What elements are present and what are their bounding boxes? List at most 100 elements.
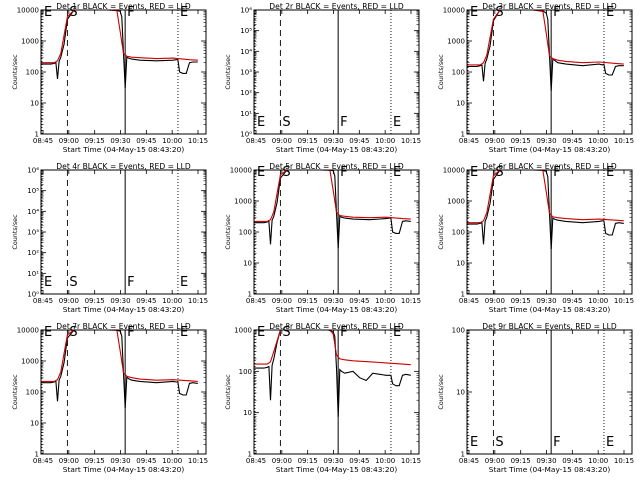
marker-label: E xyxy=(44,5,52,20)
x-tick-label: 09:00 xyxy=(59,457,79,465)
y-tick-label: 10000 xyxy=(443,167,465,175)
y-tick-label: 10² xyxy=(240,89,252,97)
marker-label: F xyxy=(553,165,560,180)
chart-title: Det 4r BLACK = Events, RED = LLD xyxy=(56,162,191,171)
y-axis-label: Counts/sec xyxy=(11,54,19,90)
series-events xyxy=(467,170,624,250)
y-axis-label: Counts/sec xyxy=(224,374,232,410)
marker-label: F xyxy=(340,325,347,340)
y-tick-label: 100 xyxy=(26,69,39,77)
marker-label: E xyxy=(470,435,478,450)
y-tick-label: 10⁰ xyxy=(27,291,39,299)
x-tick-label: 09:30 xyxy=(323,457,343,465)
y-tick-label: 10 xyxy=(30,100,39,108)
chart-panel-9: Det 9r BLACK = Events, RED = LLD 1 10 100 08… xyxy=(437,322,634,474)
marker-label: F xyxy=(340,115,347,130)
x-tick-label: 09:30 xyxy=(323,297,343,305)
y-tick-label: 10⁴ xyxy=(27,208,39,216)
x-tick-label: 08:45 xyxy=(246,457,266,465)
marker-label: E xyxy=(44,325,52,340)
chart-title: Det 2r BLACK = Events, RED = LLD xyxy=(269,2,404,11)
x-tick-label: 08:45 xyxy=(459,297,479,305)
x-tick-label: 09:15 xyxy=(85,457,105,465)
x-tick-label: 09:15 xyxy=(85,297,105,305)
y-tick-label: 1 xyxy=(248,291,252,299)
marker-label: E xyxy=(470,5,478,20)
x-tick-label: 10:00 xyxy=(162,457,182,465)
marker-label: S xyxy=(495,165,503,180)
marker-label: F xyxy=(340,165,347,180)
series-events xyxy=(254,330,411,417)
marker-label: S xyxy=(69,275,77,290)
marker-label: S xyxy=(495,435,503,450)
series-lld xyxy=(254,330,411,366)
y-tick-label: 10² xyxy=(27,249,39,257)
marker-label: E xyxy=(257,325,265,340)
marker-label: E xyxy=(257,115,265,130)
plot-frame xyxy=(253,329,420,455)
series-events xyxy=(467,10,624,91)
x-tick-label: 09:45 xyxy=(349,137,369,145)
x-tick-label: 09:00 xyxy=(272,137,292,145)
marker-label: E xyxy=(180,325,188,340)
y-axis-label: Counts/sec xyxy=(11,374,19,410)
y-tick-label: 1 xyxy=(461,451,465,459)
x-tick-label: 08:45 xyxy=(33,137,53,145)
plot-frame xyxy=(40,169,207,295)
y-tick-label: 100 xyxy=(452,229,465,237)
y-tick-label: 10⁰ xyxy=(240,131,252,139)
chart-panel-5: Det 5r BLACK = Events, RED = LLD 1 10 100 10… xyxy=(224,162,421,314)
y-tick-label: 10⁵ xyxy=(27,187,39,195)
chart-panel-3: Det 3r BLACK = Events, RED = LLD 1 10 100 10… xyxy=(437,2,634,154)
x-axis-label: Start Time (04-May-15 08:43:20) xyxy=(276,145,398,154)
x-tick-label: 10:15 xyxy=(614,457,634,465)
chart-panel-4: Det 4r BLACK = Events, RED = LLD 10⁰ 10¹ 10… xyxy=(11,162,208,314)
y-tick-label: 10 xyxy=(456,389,465,397)
y-tick-label: 1000 xyxy=(447,38,465,46)
y-tick-label: 10¹ xyxy=(240,110,252,118)
x-tick-label: 10:15 xyxy=(188,457,208,465)
x-tick-label: 09:45 xyxy=(562,457,582,465)
x-tick-label: 10:00 xyxy=(162,297,182,305)
x-tick-label: 08:45 xyxy=(459,137,479,145)
y-tick-label: 100 xyxy=(452,69,465,77)
y-tick-label: 100 xyxy=(239,368,252,376)
marker-label: S xyxy=(495,5,503,20)
x-tick-label: 09:15 xyxy=(511,297,531,305)
chart-title: Det 8r BLACK = Events, RED = LLD xyxy=(269,322,404,331)
x-tick-label: 08:45 xyxy=(459,457,479,465)
series-events xyxy=(41,10,198,89)
x-tick-label: 09:30 xyxy=(536,297,556,305)
y-axis-label: Counts/sec xyxy=(437,374,445,410)
y-tick-label: 10 xyxy=(30,420,39,428)
series-lld xyxy=(254,170,411,222)
x-tick-label: 09:30 xyxy=(110,137,130,145)
x-tick-label: 09:00 xyxy=(272,297,292,305)
chart-panel-2: Det 2r BLACK = Events, RED = LLD 10⁰ 10¹ 10… xyxy=(224,2,421,154)
marker-label: F xyxy=(553,5,560,20)
chart-title: Det 9r BLACK = Events, RED = LLD xyxy=(482,322,617,331)
x-tick-label: 09:45 xyxy=(136,457,156,465)
x-tick-label: 09:15 xyxy=(298,297,318,305)
y-tick-label: 1000 xyxy=(21,358,39,366)
chart-panel-1: Det 1r BLACK = Events, RED = LLD 1 10 100 10… xyxy=(11,2,208,154)
marker-label: E xyxy=(606,165,614,180)
series-lld xyxy=(467,170,624,224)
chart-panel-6: Det 6r BLACK = Events, RED = LLD 1 10 100 10… xyxy=(437,162,634,314)
marker-label: E xyxy=(180,5,188,20)
marker-label: F xyxy=(553,435,560,450)
y-tick-label: 1 xyxy=(35,451,39,459)
marker-label: E xyxy=(180,275,188,290)
y-axis-label: Counts/sec xyxy=(437,54,445,90)
x-axis-label: Start Time (04-May-15 08:43:20) xyxy=(63,305,185,314)
y-tick-label: 1000 xyxy=(234,198,252,206)
x-tick-label: 09:30 xyxy=(110,297,130,305)
x-tick-label: 09:00 xyxy=(485,297,505,305)
x-tick-label: 09:00 xyxy=(485,457,505,465)
x-tick-label: 09:15 xyxy=(85,137,105,145)
x-axis-label: Start Time (04-May-15 08:43:20) xyxy=(276,465,398,474)
y-tick-label: 10¹ xyxy=(27,270,39,278)
series-lld xyxy=(41,10,198,64)
x-tick-label: 10:15 xyxy=(401,297,421,305)
